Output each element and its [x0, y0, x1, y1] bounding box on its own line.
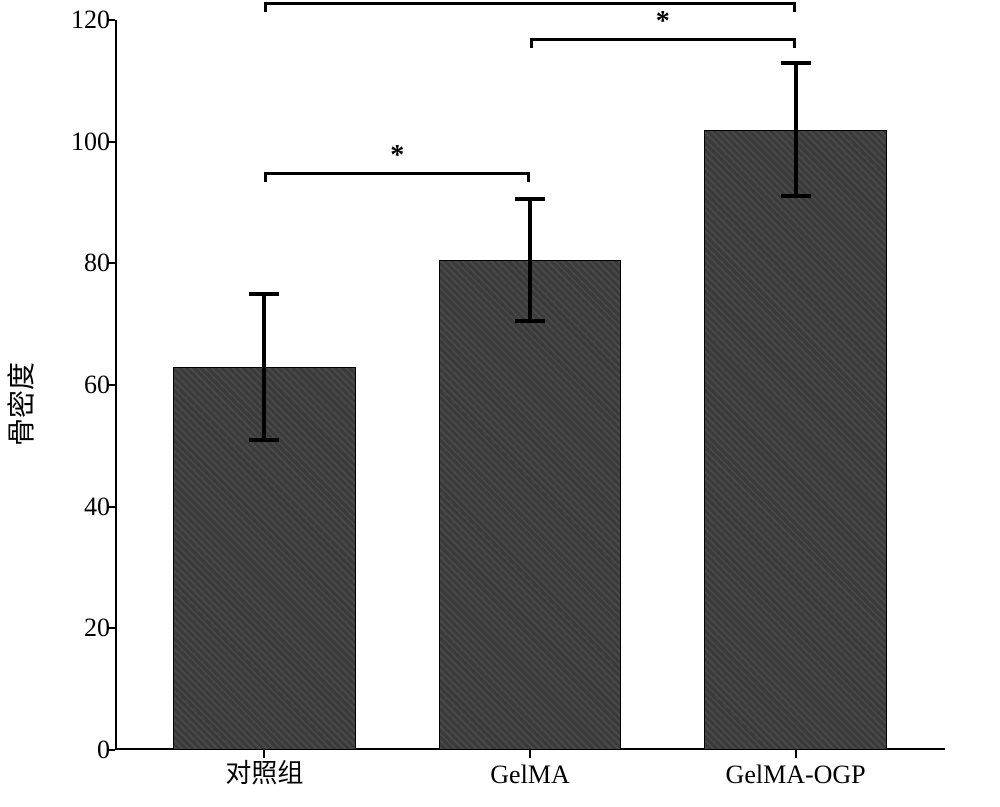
sig-bracket-drop — [527, 172, 530, 182]
x-category-label: 对照组 — [225, 753, 303, 790]
ytick-mark — [107, 749, 115, 751]
error-cap — [515, 197, 545, 201]
ytick-label: 100 — [60, 127, 110, 157]
sig-bracket-drop — [793, 38, 796, 48]
sig-bracket — [530, 38, 796, 41]
ytick-mark — [107, 506, 115, 508]
sig-bracket-drop — [264, 172, 267, 182]
ytick-label: 120 — [60, 5, 110, 35]
ytick-label: 0 — [60, 735, 110, 765]
ytick-label: 80 — [60, 248, 110, 278]
x-category-label: GelMA — [490, 760, 569, 790]
error-cap — [515, 319, 545, 323]
sig-label: * — [656, 6, 670, 38]
error-cap — [781, 194, 811, 198]
error-cap — [781, 61, 811, 65]
sig-bracket-drop — [264, 2, 267, 12]
ytick-mark — [107, 19, 115, 21]
sig-label: ** — [516, 0, 544, 2]
plot-area: 020406080100120对照组GelMAGelMA-OGP**** — [115, 20, 945, 750]
ytick-label: 20 — [60, 613, 110, 643]
sig-bracket — [264, 2, 795, 5]
ytick-mark — [107, 141, 115, 143]
ytick-mark — [107, 627, 115, 629]
ytick-label: 40 — [60, 492, 110, 522]
xtick-mark — [529, 750, 531, 758]
x-category-label: GelMA-OGP — [726, 760, 866, 790]
ytick-mark — [107, 384, 115, 386]
bar — [439, 260, 622, 750]
y-axis-label: 骨密度 — [0, 361, 40, 445]
error-bar — [528, 199, 532, 321]
bar — [704, 130, 887, 751]
sig-bracket-drop — [530, 38, 533, 48]
error-bar — [262, 294, 266, 440]
xtick-mark — [795, 750, 797, 758]
error-cap — [249, 438, 279, 442]
ytick-mark — [107, 262, 115, 264]
error-cap — [249, 292, 279, 296]
sig-bracket — [264, 172, 530, 175]
sig-label: * — [390, 140, 404, 172]
ytick-label: 60 — [60, 370, 110, 400]
sig-bracket-drop — [793, 2, 796, 12]
bone-density-chart: 骨密度 020406080100120对照组GelMAGelMA-OGP**** — [30, 10, 970, 797]
y-axis — [115, 20, 117, 750]
error-bar — [794, 63, 798, 197]
